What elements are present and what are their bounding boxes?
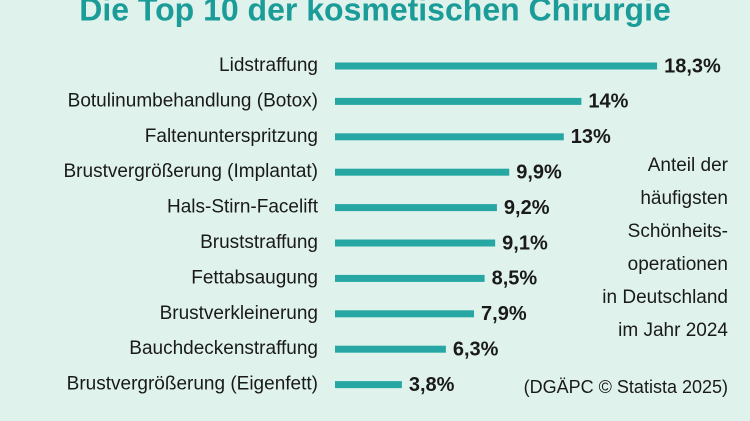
bar (335, 345, 446, 353)
bar (335, 204, 497, 212)
annotation: im Jahr 2024 (618, 320, 728, 341)
value-label: 7,9% (481, 303, 527, 325)
category-label: Bruststraffung (200, 232, 318, 253)
annotation: häufigsten (640, 188, 728, 209)
value-label: 14% (588, 91, 628, 113)
value-label: 6,3% (453, 338, 499, 360)
bar (335, 168, 510, 176)
category-label: Brustverkleinerung (160, 303, 318, 324)
bar (335, 274, 485, 282)
value-label: 18,3% (664, 55, 721, 77)
category-label: Hals-Stirn-Facelift (167, 197, 319, 218)
bar (335, 239, 496, 247)
bar (335, 62, 658, 70)
value-label: 9,1% (502, 232, 548, 254)
value-label: 8,5% (492, 268, 538, 290)
annotation: Anteil der (648, 155, 729, 176)
annotation: operationen (628, 254, 728, 275)
source: (DGÄPC © Statista 2025) (524, 377, 728, 397)
bar (335, 381, 402, 389)
category-label: Lidstraffung (219, 55, 318, 76)
bar (335, 97, 582, 105)
category-label: Bauchdeckenstraffung (129, 338, 318, 359)
value-label: 9,9% (516, 161, 562, 183)
value-label: 13% (571, 126, 611, 148)
category-label: Botulinumbehandlung (Botox) (68, 90, 318, 111)
bar (335, 310, 475, 318)
chart-title: Die Top 10 der kosmetischen Chirurgie (79, 0, 671, 27)
category-label: Brustvergrößerung (Implantat) (64, 161, 319, 182)
bar (335, 133, 564, 141)
annotation: Schönheits- (628, 221, 728, 242)
value-label: 3,8% (409, 374, 455, 396)
annotation: in Deutschland (602, 287, 728, 308)
category-label: Faltenunterspritzung (145, 126, 318, 147)
value-label: 9,2% (504, 197, 550, 219)
category-label: Brustvergrößerung (Eigenfett) (67, 374, 318, 395)
category-label: Fettabsaugung (191, 267, 318, 288)
